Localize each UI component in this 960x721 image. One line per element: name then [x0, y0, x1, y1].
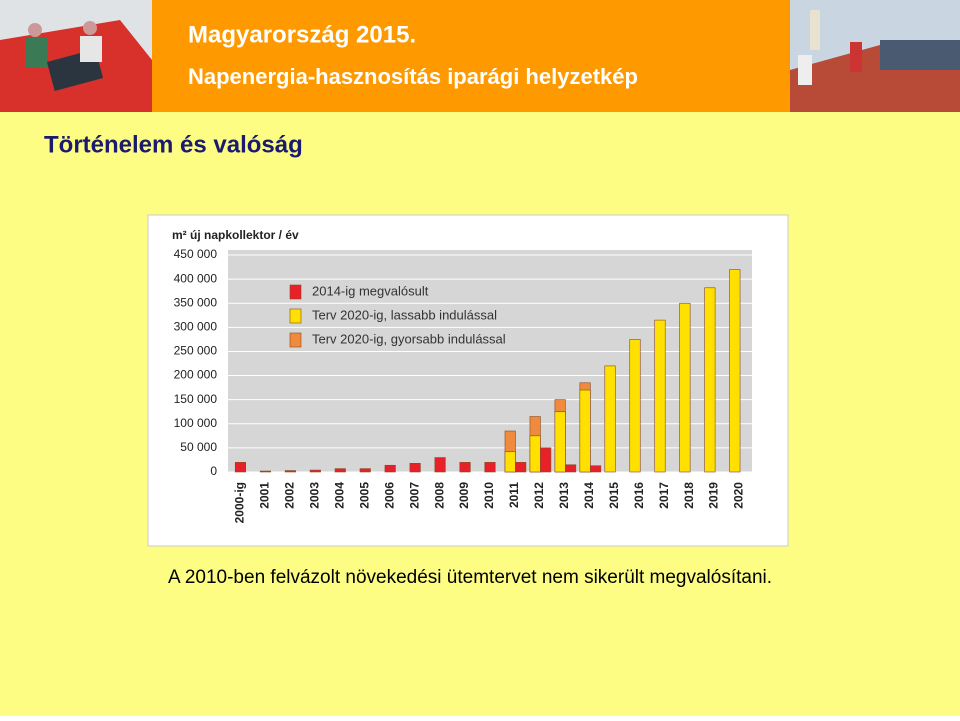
x-tick-label: 2017 — [657, 482, 671, 509]
x-tick-label: 2016 — [632, 482, 646, 509]
x-tick-label: 2011 — [507, 482, 521, 508]
bar — [515, 462, 527, 473]
y-tick-label: 350 000 — [174, 295, 218, 309]
bar — [629, 339, 641, 473]
legend-label: 2014-ig megvalósult — [312, 283, 429, 298]
bar — [504, 451, 516, 473]
bar — [434, 457, 446, 473]
plot-area — [228, 250, 752, 472]
x-tick-label: 2018 — [682, 482, 696, 509]
bar — [579, 389, 591, 473]
y-axis-title: m² új napkollektor / év — [172, 228, 299, 242]
bar — [729, 269, 741, 473]
bar — [459, 462, 471, 473]
bar — [704, 287, 716, 473]
y-tick-label: 400 000 — [174, 271, 218, 285]
x-tick-label: 2005 — [357, 482, 371, 509]
y-tick-label: 250 000 — [174, 344, 218, 358]
y-tick-label: 50 000 — [180, 440, 217, 454]
y-tick-label: 0 — [210, 464, 217, 478]
bar — [334, 468, 346, 473]
bar — [309, 469, 321, 473]
legend-swatch — [289, 308, 302, 324]
bar — [540, 447, 552, 473]
caption: A 2010-ben felvázolt növekedési ütemterv… — [168, 567, 772, 588]
x-tick-label: 2000-ig — [233, 482, 247, 523]
bar — [590, 465, 602, 473]
x-tick-label: 2009 — [457, 482, 471, 509]
x-tick-label: 2014 — [582, 482, 596, 509]
y-tick-label: 100 000 — [174, 416, 218, 430]
bar — [359, 468, 371, 473]
x-tick-label: 2012 — [532, 482, 546, 509]
x-tick-label: 2010 — [482, 482, 496, 509]
bar — [384, 464, 396, 473]
x-tick-label: 2002 — [283, 482, 297, 509]
bar — [604, 365, 616, 473]
bar — [259, 470, 271, 473]
x-tick-label: 2007 — [407, 482, 421, 509]
slide-title: Magyarország 2015. — [188, 21, 416, 48]
photo-left — [0, 0, 152, 112]
y-tick-label: 150 000 — [174, 392, 218, 406]
photo-right — [790, 0, 960, 112]
x-tick-label: 2006 — [382, 482, 396, 509]
header-band — [152, 0, 790, 112]
x-tick-label: 2003 — [308, 482, 322, 509]
legend-swatch — [289, 284, 302, 300]
x-tick-label: 2019 — [707, 482, 721, 509]
legend-swatch — [289, 332, 302, 348]
x-tick-label: 2004 — [332, 482, 346, 509]
bar — [234, 462, 247, 473]
y-tick-label: 450 000 — [174, 247, 218, 261]
bar — [529, 435, 541, 473]
legend-label: Terv 2020-ig, lassabb indulással — [312, 307, 497, 322]
bar — [554, 411, 566, 473]
y-tick-label: 300 000 — [174, 320, 218, 334]
bar — [409, 463, 421, 473]
x-tick-label: 2013 — [557, 482, 571, 509]
x-tick-label: 2001 — [258, 482, 272, 509]
x-tick-label: 2015 — [607, 482, 621, 509]
x-tick-label: 2020 — [732, 482, 746, 509]
bar — [484, 462, 496, 473]
y-tick-label: 200 000 — [174, 368, 218, 382]
bar — [679, 302, 691, 473]
bar — [654, 319, 666, 473]
bar — [565, 464, 577, 473]
bar — [284, 470, 296, 473]
x-tick-label: 2008 — [432, 482, 446, 509]
legend-label: Terv 2020-ig, gyorsabb indulással — [312, 331, 506, 346]
slide-subtitle: Napenergia-hasznosítás iparági helyzetké… — [188, 64, 638, 89]
section-heading: Történelem és valóság — [44, 131, 303, 158]
